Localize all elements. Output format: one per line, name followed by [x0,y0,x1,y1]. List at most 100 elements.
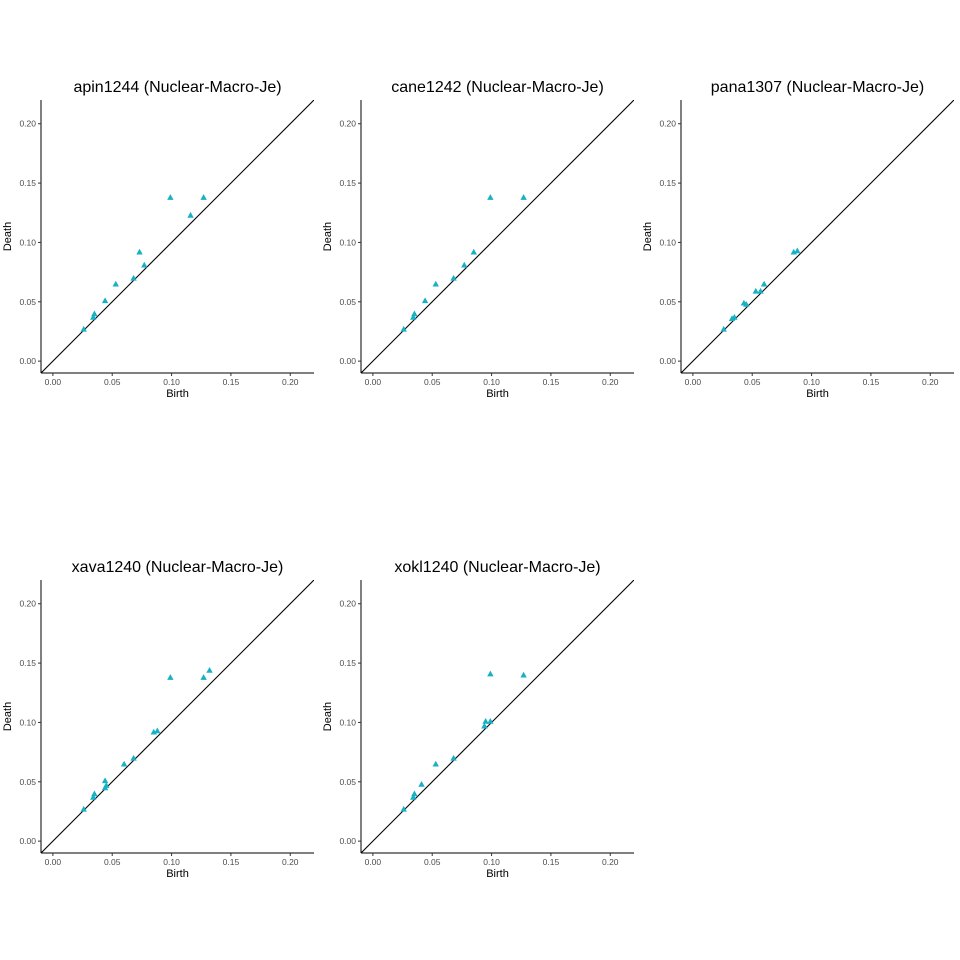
x-tick-label: 0.05 [104,857,121,867]
data-point [487,194,494,200]
data-point [487,670,494,677]
x-tick-label: 0.00 [365,377,382,387]
data-point [80,325,87,332]
diagonal-line [41,100,314,373]
data-point [91,790,98,797]
y-tick-label: 0.20 [19,119,36,129]
data-point [91,310,98,317]
data-point [760,280,768,287]
data-point [120,760,128,767]
chart-title: apin1244 (Nuclear-Macro-Je) [73,79,281,96]
chart-panel-4: xokl1240 (Nuclear-Macro-Je) 0.00 0.05 0.10 0… [322,559,634,880]
x-tick-label: 0.15 [223,377,240,387]
y-tick-label: 0.10 [19,237,36,247]
y-axis-title: Death [2,702,14,731]
data-point [154,727,161,734]
x-tick-label: 0.15 [863,377,880,387]
y-tick-label: 0.20 [339,119,356,129]
y-tick-label: 0.00 [19,836,36,846]
y-tick-label: 0.15 [19,178,36,188]
chart-panel-2: pana1307 (Nuclear-Macro-Je) 0.00 0.05 0.10 0… [642,79,954,400]
y-axis-title: Death [642,222,654,251]
data-point [101,777,109,784]
data-point [90,314,97,320]
y-axis-title: Death [2,222,14,251]
x-axis-title: Birth [166,388,189,400]
data-point [481,722,488,729]
x-tick-label: 0.00 [45,377,62,387]
data-point [411,790,418,797]
data-point [520,194,527,200]
data-point [200,194,207,200]
data-point [450,754,457,761]
x-tick-label: 0.05 [424,377,441,387]
chart-panel-3: xava1240 (Nuclear-Macro-Je) 0.00 0.05 0.10 0… [2,559,314,880]
data-point [520,671,527,678]
diagonal-line [41,580,314,853]
x-tick-label: 0.20 [602,377,619,387]
x-tick-label: 0.15 [543,377,560,387]
data-point [112,280,119,287]
x-tick-label: 0.00 [45,857,62,867]
data-point [757,287,764,294]
data-point [410,794,417,800]
data-point [487,718,494,724]
x-tick-label: 0.00 [365,857,382,867]
x-tick-label: 0.10 [483,857,500,867]
y-axis-title: Death [322,222,334,251]
y-tick-label: 0.00 [339,836,356,846]
x-tick-label: 0.20 [602,857,619,867]
diagonal-line [361,100,634,373]
x-tick-label: 0.10 [803,377,820,387]
x-axis-title: Birth [486,388,509,400]
data-point [187,211,194,218]
data-point [103,782,110,788]
data-point [421,297,429,304]
data-point [90,794,97,800]
y-tick-label: 0.10 [339,717,356,727]
y-tick-label: 0.20 [19,599,36,609]
x-axis-title: Birth [806,388,829,400]
chart-title: pana1307 (Nuclear-Macro-Je) [711,79,924,96]
y-tick-label: 0.05 [19,777,36,787]
data-point [450,274,457,281]
y-tick-label: 0.20 [339,599,356,609]
diagonal-line [681,100,954,373]
y-tick-label: 0.00 [339,356,356,366]
data-point [432,760,439,767]
data-point [418,780,425,787]
chart-panel-1: cane1242 (Nuclear-Macro-Je) 0.00 0.05 0.10 0… [322,79,634,400]
y-tick-label: 0.10 [659,237,676,247]
data-point [794,247,801,254]
x-tick-label: 0.00 [685,377,702,387]
data-point [136,248,143,255]
data-point [206,667,213,673]
y-tick-label: 0.10 [19,717,36,727]
y-tick-label: 0.00 [659,356,676,366]
y-tick-label: 0.05 [659,297,676,307]
x-tick-label: 0.15 [223,857,240,867]
data-point [400,325,407,332]
data-point [101,297,109,304]
chart-panel-0: apin1244 (Nuclear-Macro-Je) 0.00 0.05 0.10 0… [2,79,314,400]
x-tick-label: 0.05 [424,857,441,867]
chart-title: xokl1240 (Nuclear-Macro-Je) [394,559,600,576]
data-point [130,754,137,761]
x-tick-label: 0.20 [922,377,939,387]
chart-title: cane1242 (Nuclear-Macro-Je) [391,79,604,96]
data-point [80,805,87,812]
x-axis-title: Birth [166,868,189,880]
data-point [167,194,174,200]
data-point [743,300,750,307]
y-tick-label: 0.05 [19,297,36,307]
data-point [400,805,407,812]
diagonal-line [361,580,634,853]
x-tick-label: 0.05 [104,377,121,387]
y-tick-label: 0.15 [339,658,356,668]
x-tick-label: 0.20 [282,377,299,387]
data-point [731,314,738,320]
x-axis-title: Birth [486,868,509,880]
data-point [461,261,468,268]
data-point [411,310,418,317]
